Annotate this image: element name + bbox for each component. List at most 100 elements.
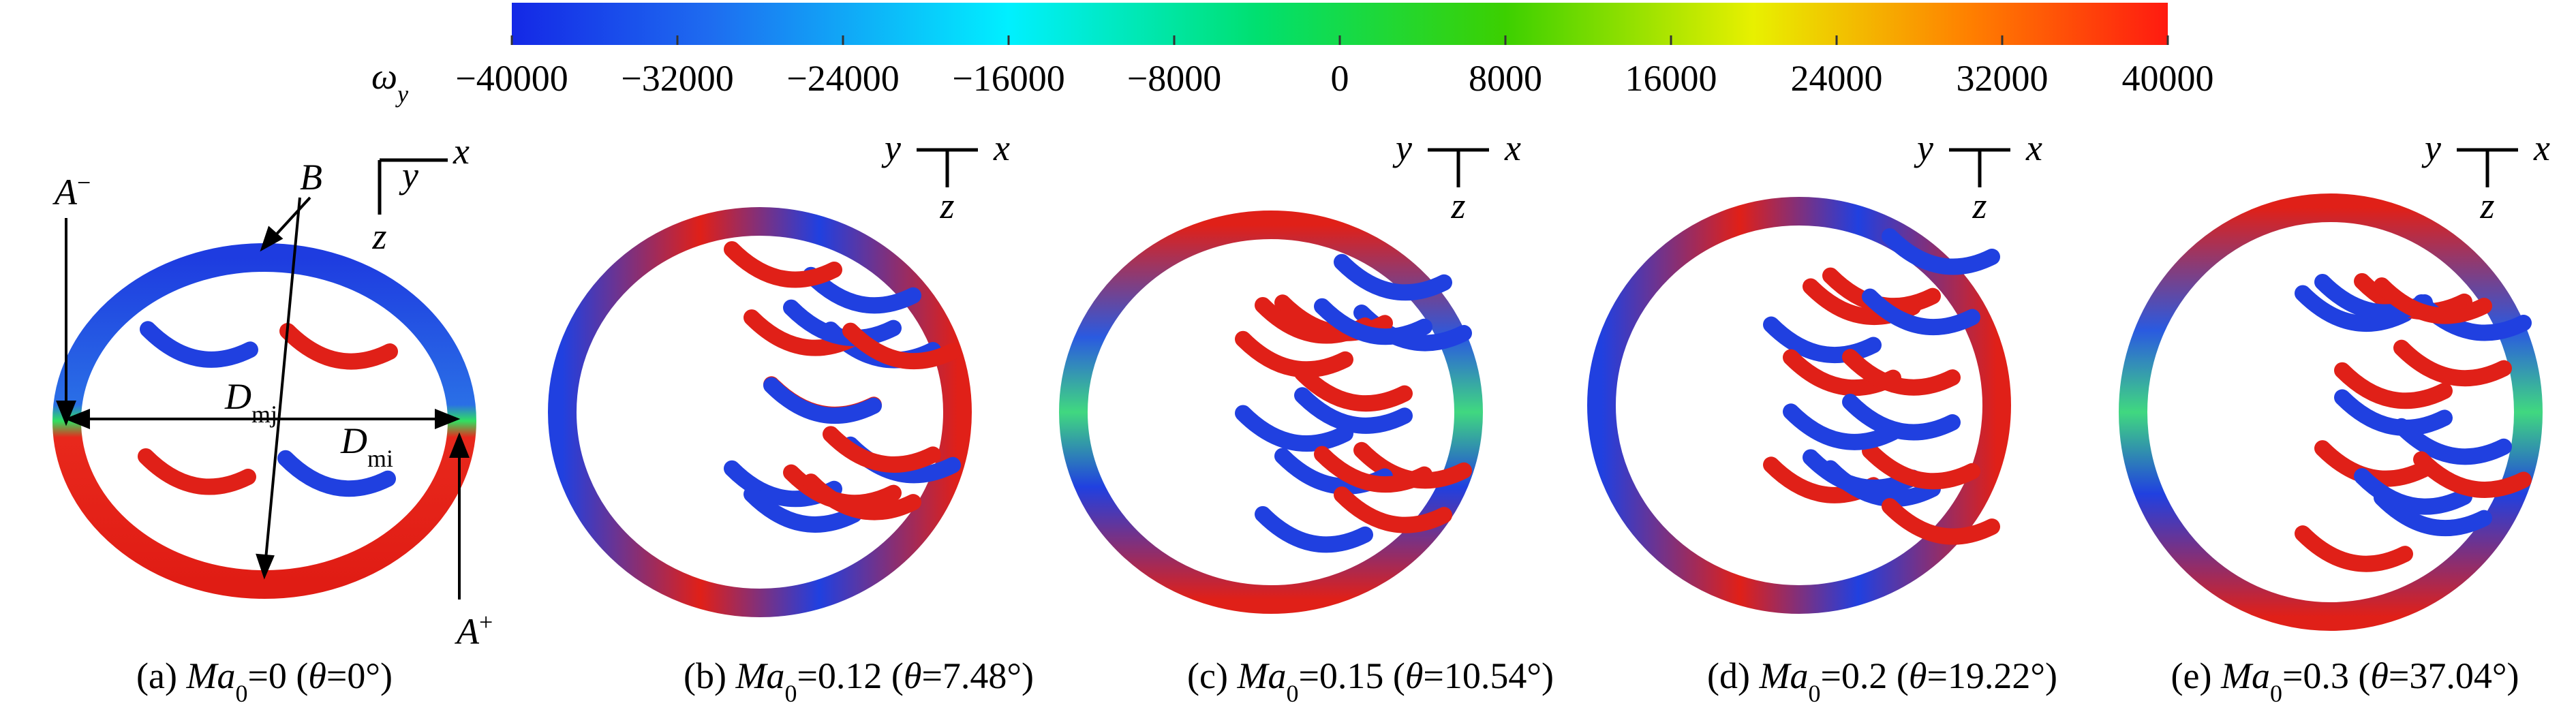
text-segment: (e)	[2171, 655, 2221, 696]
vortex-filament	[724, 240, 842, 288]
axis-label: z	[1972, 185, 1987, 226]
colorbar-tick-label: 8000	[1469, 58, 1542, 99]
colorbar-tick-label: −8000	[1127, 58, 1221, 99]
vortex-renderings	[52, 193, 2543, 631]
text-segment: D	[224, 376, 251, 417]
axis-triad	[378, 158, 448, 215]
vortex-filament	[1314, 446, 1432, 493]
annotation-label: A+	[455, 608, 493, 652]
vortex-filament	[1235, 405, 1353, 452]
axis-triad	[917, 148, 978, 187]
text-segment: =37.04°)	[2389, 655, 2519, 696]
text-segment: =0.3 (	[2282, 655, 2370, 696]
vortex-filament	[1294, 364, 1413, 412]
vortex-ring	[1059, 211, 1483, 614]
vortex-filament	[1803, 449, 1921, 496]
axis-label: x	[2025, 127, 2042, 168]
text-segment: (d)	[1707, 655, 1759, 696]
text-segment: D	[340, 420, 367, 461]
colorbar-tick-label: 32000	[1957, 58, 2049, 99]
panel-caption: (a) Ma0=0 (θ=0°)	[136, 655, 393, 707]
text-segment: A	[52, 172, 78, 213]
vortex-filament	[743, 486, 862, 533]
text-segment: Ma	[735, 655, 784, 696]
vortex-filament	[763, 377, 882, 424]
text-segment: Ma	[1758, 655, 1808, 696]
text-segment: mi	[367, 445, 393, 472]
axis-label: z	[371, 216, 386, 257]
axis-label: x	[993, 127, 1010, 168]
vortex-filament	[1334, 253, 1452, 301]
vortex-filament	[1882, 498, 2000, 545]
colorbar-tick-label: −32000	[621, 58, 733, 99]
text-segment: (b)	[684, 655, 735, 696]
text-segment: =0 (	[247, 655, 308, 696]
text-segment: +	[479, 608, 493, 636]
vortex-filament	[1842, 393, 1961, 441]
annotation-label: Dmj	[224, 376, 277, 428]
axis-label: x	[453, 131, 470, 172]
axis-triad	[1949, 148, 2010, 187]
vortex-filament	[823, 426, 941, 473]
colorbar-symbol: ωy	[371, 56, 408, 108]
text-segment: y	[395, 80, 408, 108]
panel-caption: (c) Ma0=0.15 (θ=10.54°)	[1187, 655, 1554, 707]
axis-label: y	[1392, 127, 1412, 168]
text-segment: 0	[1286, 680, 1298, 707]
panel-caption: (e) Ma0=0.3 (θ=37.04°)	[2171, 655, 2519, 707]
vortex-filament	[2374, 277, 2492, 324]
vortex-ring	[1587, 197, 2011, 614]
vortex-filament	[2393, 339, 2512, 387]
axis-label: z	[1450, 185, 1465, 226]
text-segment: θ	[2370, 655, 2389, 696]
vortex-filament	[2295, 525, 2413, 572]
colorbar-tick-label: −16000	[952, 58, 1064, 99]
text-segment: =0.15 (	[1298, 655, 1405, 696]
annotations	[56, 196, 470, 600]
vortex-filament	[803, 266, 921, 314]
vortex-filament	[803, 473, 921, 520]
colorbar-tick-label: 24000	[1791, 58, 1883, 99]
vortex-filament	[2354, 468, 2472, 515]
vortex-filament	[1235, 330, 1353, 378]
panel-caption: (b) Ma0=0.12 (θ=7.48°)	[684, 655, 1034, 707]
text-segment: 0	[1808, 680, 1820, 707]
text-segment: =7.48°)	[921, 655, 1034, 696]
text-segment: =10.54°)	[1423, 655, 1554, 696]
colorbar-tick-label: 40000	[2122, 58, 2214, 99]
panel-caption: (d) Ma0=0.2 (θ=19.22°)	[1707, 655, 2057, 707]
text-segment: −	[77, 169, 91, 196]
colorbar-tick-label: 16000	[1625, 58, 1717, 99]
text-segment: θ	[308, 655, 326, 696]
text-segment: θ	[1405, 655, 1424, 696]
vortex-filament	[2413, 451, 2532, 498]
vortex-filament	[2314, 440, 2433, 487]
text-segment: 0	[235, 680, 247, 707]
vortex-filament	[137, 448, 256, 495]
text-segment: Ma	[1236, 655, 1286, 696]
text-segment: =0°)	[326, 655, 393, 696]
vortex-filament	[1783, 403, 1901, 450]
vortex-ring	[2119, 193, 2543, 631]
text-segment: mj	[251, 401, 277, 428]
text-segment: 0	[784, 680, 797, 707]
text-segment: =0.2 (	[1820, 655, 1908, 696]
annotation-label: B	[300, 157, 322, 198]
colorbar-tick-label: 0	[1331, 58, 1349, 99]
vortex-filament	[1862, 442, 1980, 490]
axis-label: z	[2479, 185, 2494, 226]
vortex-filament	[1314, 298, 1432, 345]
vortex-filament	[279, 323, 399, 370]
axis-triad	[1428, 148, 1489, 187]
axis-label: y	[881, 127, 901, 168]
vortex-filament	[1294, 387, 1413, 434]
text-segment: ω	[371, 56, 397, 97]
text-segment: Ma	[185, 655, 235, 696]
text-segment: =19.22°)	[1927, 655, 2057, 696]
vortex-filament	[1255, 505, 1373, 553]
axis-label: x	[2533, 127, 2550, 168]
text-segment: A	[455, 611, 480, 652]
colorbar-tick-label: −24000	[786, 58, 899, 99]
vortex-filament	[2393, 418, 2512, 465]
